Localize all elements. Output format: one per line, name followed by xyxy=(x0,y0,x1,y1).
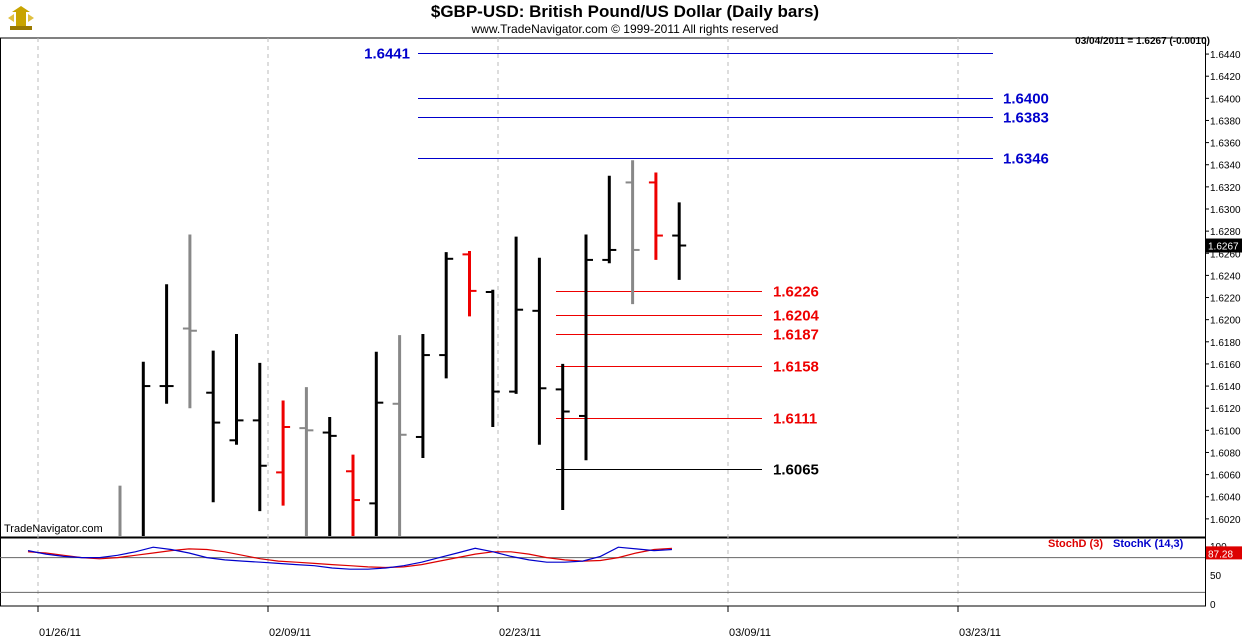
stoch-panel-border xyxy=(0,537,1206,607)
level-label: 1.6065 xyxy=(773,462,819,479)
chart-subtitle: www.TradeNavigator.com © 1999-2011 All r… xyxy=(471,22,779,36)
ohlc-bar xyxy=(322,417,337,536)
price-tick-label: 1.6100 xyxy=(1210,426,1241,437)
ohlc-bar xyxy=(159,284,174,404)
ohlc-bar xyxy=(439,252,454,379)
price-tick-label: 1.6340 xyxy=(1210,161,1241,172)
price-tick-label: 1.6360 xyxy=(1210,139,1241,150)
date-axis: 01/26/11 02/09/11 02/23/11 03/09/11 03/23/11 xyxy=(37,606,1001,639)
stochastic-panel: 10050087.28 xyxy=(0,542,1242,611)
stochd-legend: StochD (3) xyxy=(1048,538,1103,550)
ohlc-bar xyxy=(672,202,687,280)
level-label: 1.6158 xyxy=(773,359,819,376)
date-tick-label: 03/09/11 xyxy=(729,627,771,639)
chart-title: $GBP-USD: British Pound/US Dollar (Daily… xyxy=(430,2,820,21)
price-tick-label: 1.6160 xyxy=(1210,360,1241,371)
level-label: 1.6346 xyxy=(1003,151,1049,168)
stoch-last-label: 87.28 xyxy=(1208,549,1233,560)
stoch-tick-label: 0 xyxy=(1210,600,1216,611)
ohlc-bar xyxy=(252,362,267,512)
price-tick-label: 1.6040 xyxy=(1210,493,1241,504)
level-label: 1.6111 xyxy=(773,411,817,428)
ohlc-bar xyxy=(369,351,384,536)
date-tick-label: 02/09/11 xyxy=(269,627,311,639)
price-tick-label: 1.6260 xyxy=(1210,249,1241,260)
date-tick-label: 01/26/11 xyxy=(39,627,81,639)
ohlc-bar xyxy=(602,175,617,264)
chart-frame xyxy=(0,37,1206,607)
price-tick-label: 1.6120 xyxy=(1210,404,1241,415)
price-tick-label: 1.6060 xyxy=(1210,471,1241,482)
ohlc-bar xyxy=(206,350,221,503)
stoch-last-box xyxy=(1206,546,1242,560)
stochk-line xyxy=(27,546,673,570)
ohlc-bar xyxy=(229,334,244,445)
level-label: 1.6226 xyxy=(773,284,819,301)
grid-lines xyxy=(37,38,959,606)
ohlc-bar xyxy=(346,454,360,536)
ohlc-bar xyxy=(182,234,197,409)
ohlc-bar xyxy=(509,236,524,394)
price-bars xyxy=(118,160,687,536)
date-tick-label: 02/23/11 xyxy=(499,627,541,639)
level-label: 1.6204 xyxy=(773,308,820,325)
level-label: 1.6400 xyxy=(1003,91,1049,108)
price-panel-border xyxy=(0,37,1206,538)
ohlc-bar xyxy=(276,400,291,506)
ohlc-bar xyxy=(579,234,593,461)
ohlc-bar xyxy=(485,289,500,428)
price-tick-label: 1.6320 xyxy=(1210,183,1241,194)
price-tick-label: 1.6400 xyxy=(1210,94,1241,105)
ohlc-bar xyxy=(415,334,430,458)
price-tick-label: 1.6240 xyxy=(1210,271,1241,282)
price-levels: 1.6441 1.6400 1.6383 1.6346 1.6226 1.6204 1.61… xyxy=(364,46,1049,479)
ohlc-bar xyxy=(299,387,314,536)
ohlc-bar xyxy=(555,363,570,511)
price-tick-label: 1.6440 xyxy=(1210,50,1241,61)
price-tick-label: 1.6220 xyxy=(1210,294,1241,305)
last-price-label: 1.6267 xyxy=(1208,242,1239,253)
stoch-tick-label: 50 xyxy=(1210,571,1222,582)
stochk-legend: StochK (14,3) xyxy=(1113,538,1184,550)
ohlc-bar xyxy=(392,335,407,536)
price-tick-label: 1.6080 xyxy=(1210,448,1241,459)
price-tick-label: 1.6140 xyxy=(1210,382,1241,393)
ohlc-bar xyxy=(462,251,477,317)
level-label: 1.6441 xyxy=(364,46,410,63)
ohlc-bar xyxy=(141,361,151,536)
last-price-box xyxy=(1206,238,1242,253)
price-tick-label: 1.6300 xyxy=(1210,205,1241,216)
ohlc-bar xyxy=(625,160,640,305)
last-quote: 03/04/2011 = 1.6267 (-0.0010) xyxy=(1075,36,1210,47)
price-tick-label: 1.6180 xyxy=(1210,338,1241,349)
watermark: TradeNavigator.com xyxy=(4,523,103,535)
price-tick-label: 1.6280 xyxy=(1210,227,1241,238)
price-tick-label: 1.6200 xyxy=(1210,316,1241,327)
level-label: 1.6383 xyxy=(1003,110,1049,127)
level-label: 1.6187 xyxy=(773,327,819,344)
price-axis: 1.6440 1.6420 1.6400 1.6380 1.6360 1.6340 1.63… xyxy=(1205,50,1242,526)
price-tick-label: 1.6020 xyxy=(1210,515,1241,526)
ohlc-bar xyxy=(648,172,663,260)
tradenavigator-logo xyxy=(8,6,34,30)
stochd-line xyxy=(27,547,673,569)
price-tick-label: 1.6420 xyxy=(1210,72,1241,83)
ohlc-bar xyxy=(532,257,547,445)
price-tick-label: 1.6380 xyxy=(1210,116,1241,127)
date-tick-label: 03/23/11 xyxy=(959,627,1001,639)
